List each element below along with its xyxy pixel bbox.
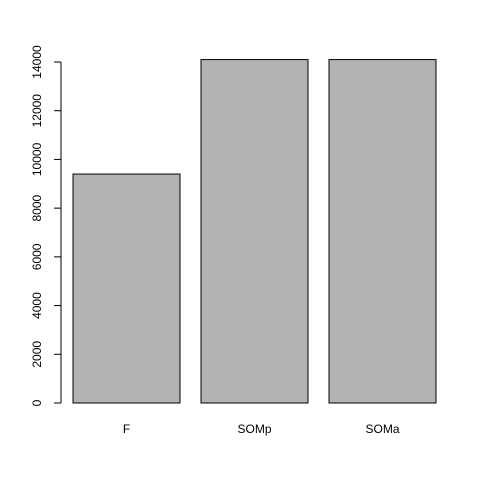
bars bbox=[72, 59, 437, 404]
y-tick-label: 12000 bbox=[30, 94, 44, 128]
x-tick-label: SOMa bbox=[365, 422, 399, 436]
y-tick-label: 4000 bbox=[30, 292, 44, 319]
bar-soma bbox=[328, 59, 437, 404]
y-tick-label: 2000 bbox=[30, 341, 44, 368]
x-tick-label: F bbox=[123, 422, 130, 436]
bar-somp bbox=[200, 59, 309, 404]
bar-f bbox=[72, 173, 181, 404]
x-tick-label: SOMp bbox=[237, 422, 271, 436]
y-tick-label: 8000 bbox=[30, 194, 44, 221]
y-tick-label: 14000 bbox=[30, 45, 44, 79]
y-tick-label: 10000 bbox=[30, 142, 44, 176]
y-axis: 0 2000 4000 6000 8000 10000 12000 14000 bbox=[30, 45, 62, 406]
y-tick-label: 0 bbox=[30, 399, 44, 406]
x-axis-labels: F SOMp SOMa bbox=[123, 422, 400, 436]
y-tick-label: 6000 bbox=[30, 243, 44, 270]
